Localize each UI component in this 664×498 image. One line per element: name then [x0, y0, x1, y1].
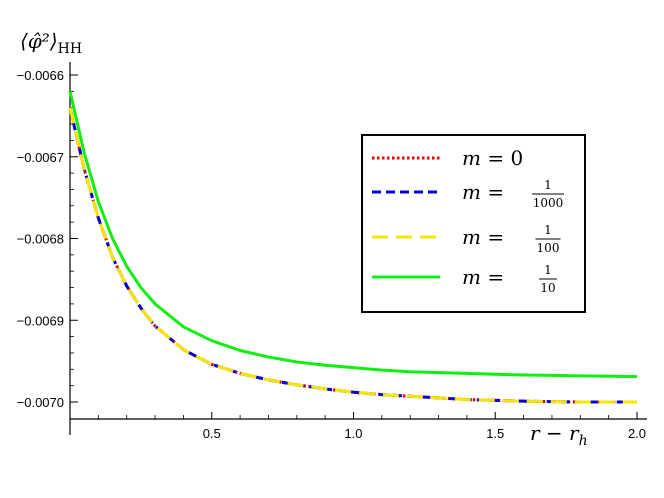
legend-label: m = 0: [462, 146, 523, 170]
x-axis-title: r − rh: [530, 421, 588, 449]
y-tick-label: −0.0068: [17, 232, 64, 247]
legend-fraction-den: 100: [537, 241, 560, 255]
y-axis-title-main: ⟨φ̂²⟩: [20, 29, 58, 53]
y-tick-label: −0.0070: [17, 395, 64, 410]
legend-label: m =: [462, 225, 504, 249]
legend-label: m =: [462, 265, 504, 289]
legend-fraction-num: 1: [544, 178, 552, 192]
legend-value: 0: [510, 146, 523, 170]
legend-fraction-den: 1000: [533, 196, 564, 210]
x-tick-label: 1.0: [344, 426, 362, 441]
y-axis-title-subscript: HH: [58, 41, 82, 57]
legend-fraction-num: 1: [544, 223, 552, 237]
series-layer: [68, 91, 638, 404]
legend-var: m =: [462, 225, 504, 249]
legend-label: m =: [462, 180, 504, 204]
x-axis-title-main: r − r: [530, 421, 580, 445]
legend-fraction-den: 10: [540, 281, 555, 295]
x-tick-label: 1.5: [486, 426, 504, 441]
x-axis-title-subscript: h: [579, 433, 588, 449]
series-line: [68, 107, 637, 404]
y-tick-label: −0.0066: [17, 68, 64, 83]
legend-var: m =: [462, 146, 510, 170]
y-tick-label: −0.0067: [17, 150, 64, 165]
series-line: [68, 91, 638, 379]
legend-var: m =: [462, 265, 504, 289]
legend-box: [361, 134, 586, 313]
x-tick-label: 2.0: [628, 426, 646, 441]
legend-var: m =: [462, 180, 504, 204]
y-axis-title: ⟨φ̂²⟩HH: [20, 29, 82, 57]
x-tick-label: 0.5: [203, 426, 221, 441]
ticks: 0.5 1.0 1.5 2.0 −0.0066 −0.0067 −0.0068 −0.0069…: [17, 68, 646, 441]
legend-fraction-num: 1: [544, 263, 552, 277]
y-tick-label: −0.0069: [17, 313, 64, 328]
